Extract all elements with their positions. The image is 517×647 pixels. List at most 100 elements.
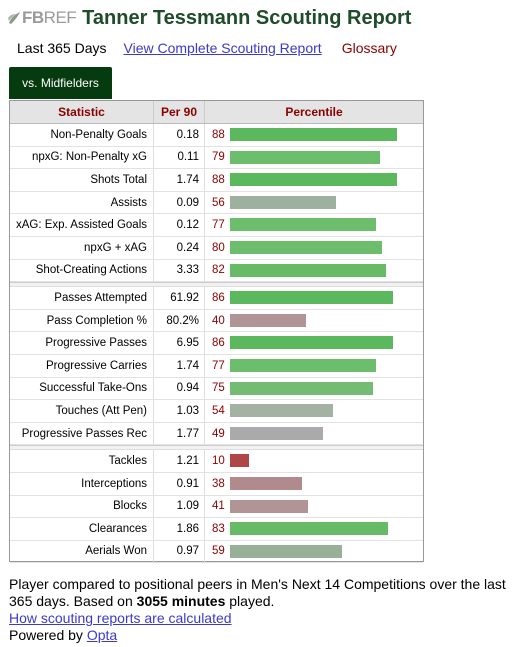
- stat-name: Progressive Passes: [10, 332, 154, 354]
- percentile-bar: [230, 150, 381, 164]
- percentile-bar-track: [230, 173, 420, 187]
- percentile-bar-track: [230, 476, 420, 490]
- percentile-bar: [230, 128, 398, 141]
- percentile-bar-track: [230, 336, 420, 350]
- percentile-cell: 82: [205, 260, 423, 282]
- percentile-bar: [230, 499, 308, 513]
- period-label: Last 365 Days: [17, 40, 107, 56]
- percentile-value: 86: [212, 337, 225, 350]
- percentile-bar-track: [230, 499, 420, 513]
- page-header: FB REF Tanner Tessmann Scouting Report: [8, 5, 411, 31]
- percentile-value: 40: [212, 314, 225, 327]
- per90-value: 1.09: [154, 495, 205, 518]
- footer-description: Player compared to positional peers in M…: [9, 576, 514, 610]
- per90-value: 1.03: [154, 400, 205, 422]
- percentile-value: 83: [212, 522, 225, 535]
- percentile-value: 88: [212, 173, 225, 186]
- header-statistic: Statistic: [10, 101, 154, 123]
- percentile-bar-track: [230, 240, 420, 254]
- group-separator: [10, 445, 423, 451]
- table-header: Statistic Per 90 Percentile: [10, 101, 423, 124]
- percentile-bar: [230, 404, 333, 418]
- fbref-leaf-icon: [8, 12, 20, 24]
- percentile-bar-track: [230, 426, 420, 440]
- stat-name: npxG: Non-Penalty xG: [10, 146, 154, 169]
- logo-ref-text: REF: [43, 8, 77, 27]
- percentile-cell: 59: [205, 541, 423, 563]
- table-row: Pass Completion % 80.2% 40: [10, 309, 423, 333]
- stat-name: Blocks: [10, 495, 154, 518]
- per90-value: 0.94: [154, 377, 205, 400]
- percentile-cell: 88: [205, 124, 423, 146]
- percentile-bar: [230, 240, 382, 254]
- stat-name: Pass Completion %: [10, 309, 154, 332]
- stat-name: Interceptions: [10, 472, 154, 495]
- how-calculated-link[interactable]: How scouting reports are calculated: [9, 610, 232, 626]
- tab-vs-midfielders[interactable]: vs. Midfielders: [9, 67, 112, 99]
- per90-value: 3.33: [154, 259, 205, 282]
- table-row: Non-Penalty Goals 0.18 88: [10, 124, 423, 147]
- percentile-cell: 10: [205, 450, 423, 472]
- percentile-cell: 83: [205, 518, 423, 540]
- stat-name: Successful Take-Ons: [10, 377, 154, 400]
- fbref-logo[interactable]: FB REF: [8, 6, 77, 30]
- stat-name: Non-Penalty Goals: [10, 124, 154, 146]
- percentile-value: 82: [212, 264, 225, 277]
- per90-value: 61.92: [154, 287, 205, 309]
- percentile-bar-track: [230, 263, 420, 277]
- table-row: Progressive Passes 6.95 86: [10, 332, 423, 355]
- glossary-link[interactable]: Glossary: [341, 40, 397, 56]
- percentile-cell: 40: [205, 310, 423, 332]
- percentile-cell: 86: [205, 332, 423, 354]
- footer-text-after: played.: [225, 593, 275, 609]
- table-row: Aerials Won 0.97 59: [10, 540, 423, 564]
- percentile-cell: 41: [205, 496, 423, 518]
- percentile-bar-track: [230, 381, 420, 395]
- footer-text-before: Player compared to positional peers in M…: [9, 576, 506, 609]
- percentile-value: 56: [212, 196, 225, 209]
- stat-name: Shots Total: [10, 169, 154, 191]
- stat-name: Passes Attempted: [10, 287, 154, 309]
- percentile-bar-track: [230, 128, 420, 141]
- report-footer: Player compared to positional peers in M…: [9, 576, 514, 644]
- percentile-value: 10: [212, 455, 225, 468]
- percentile-value: 80: [212, 241, 225, 254]
- percentile-bar-track: [230, 195, 420, 209]
- percentile-bar-track: [230, 291, 420, 305]
- table-row: Blocks 1.09 41: [10, 495, 423, 519]
- percentile-bar: [230, 454, 249, 468]
- table-body: Non-Penalty Goals 0.18 88 npxG: Non-Penalty…: [10, 124, 423, 564]
- percentile-cell: 77: [205, 214, 423, 236]
- stat-name: Clearances: [10, 518, 154, 540]
- per90-value: 0.97: [154, 540, 205, 563]
- percentile-bar: [230, 336, 394, 350]
- page-title: Tanner Tessmann Scouting Report: [82, 6, 412, 29]
- percentile-value: 77: [212, 219, 225, 232]
- table-row: xAG: Exp. Assisted Goals 0.12 77: [10, 214, 423, 237]
- percentile-value: 38: [212, 477, 225, 490]
- percentile-bar: [230, 544, 343, 558]
- percentile-bar: [230, 358, 377, 372]
- percentile-bar-track: [230, 313, 420, 327]
- table-row: Clearances 1.86 83: [10, 518, 423, 541]
- percentile-value: 49: [212, 427, 225, 440]
- per90-value: 0.18: [154, 124, 205, 146]
- percentile-bar: [230, 313, 306, 327]
- per90-value: 0.09: [154, 191, 205, 214]
- opta-link[interactable]: Opta: [86, 627, 118, 643]
- stat-name: xAG: Exp. Assisted Goals: [10, 214, 154, 236]
- stat-name: Assists: [10, 191, 154, 214]
- per90-value: 1.21: [154, 450, 205, 472]
- table-row: Progressive Passes Rec 1.77 49: [10, 422, 423, 446]
- table-row: npxG: Non-Penalty xG 0.11 79: [10, 146, 423, 170]
- header-per90: Per 90: [154, 101, 205, 123]
- percentile-value: 86: [212, 291, 225, 304]
- percentile-value: 41: [212, 500, 225, 513]
- stat-name: npxG + xAG: [10, 236, 154, 259]
- percentile-bar-track: [230, 150, 420, 164]
- percentile-value: 79: [212, 151, 225, 164]
- complete-report-link[interactable]: View Complete Scouting Report: [123, 40, 322, 56]
- percentile-cell: 38: [205, 473, 423, 495]
- percentile-bar: [230, 476, 303, 490]
- per90-value: 1.74: [154, 354, 205, 377]
